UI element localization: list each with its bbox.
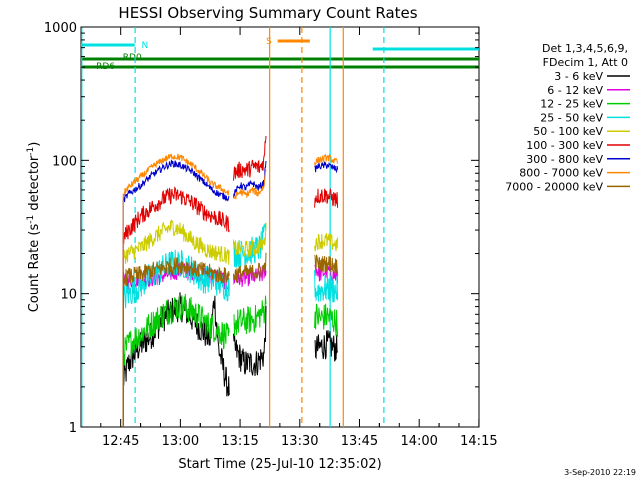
- y-tick-label-0: 1: [69, 421, 77, 436]
- series-line-7: [122, 153, 339, 200]
- legend-label-3: 25 - 50 keV: [540, 111, 603, 124]
- y-tick-label-2: 100: [52, 154, 77, 169]
- legend-header-1: FDecim 1, Att 0: [543, 56, 628, 69]
- series-line-8: [122, 252, 339, 287]
- legend-label-0: 3 - 6 keV: [554, 70, 603, 83]
- series-lines: [122, 135, 339, 427]
- y-axis-label: Count Rate (s-1 detector-1): [26, 142, 42, 313]
- plot-frame: [80, 26, 480, 428]
- y-axis-label-mid: detector: [27, 155, 42, 215]
- y-axis-label-sup2: -1: [26, 147, 36, 156]
- flag-label-2: RD0: [123, 53, 142, 63]
- x-axis-label: Start Time (25-Jul-10 12:35:02): [178, 457, 381, 472]
- y-tick-label-3: 1000: [44, 21, 77, 36]
- y-tick-label-1: 10: [60, 288, 77, 303]
- x-tick-label-3: 13:30: [281, 434, 318, 449]
- axes: 12:45 13:00 13:15 13:30 13:45 14:00 14:15 1 10 10…: [44, 21, 498, 449]
- legend-label-4: 50 - 100 keV: [533, 125, 603, 138]
- legend-label-7: 800 - 7000 keV: [519, 167, 603, 180]
- series-line-0: [122, 292, 339, 397]
- legend-label-1: 6 - 12 keV: [547, 84, 603, 97]
- x-tick-label-0: 12:45: [102, 434, 139, 449]
- legend-label-2: 12 - 25 keV: [540, 98, 603, 111]
- legend-label-5: 100 - 300 keV: [526, 139, 603, 152]
- y-axis-label-main: Count Rate (s: [27, 224, 42, 313]
- y-axis-label-end: ): [27, 142, 42, 147]
- x-tick-label-4: 13:45: [341, 434, 378, 449]
- x-tick-label-1: 13:00: [162, 434, 199, 449]
- footer-timestamp: 3-Sep-2010 22:19: [564, 468, 636, 477]
- flag-label-rd6: RD6: [96, 62, 115, 72]
- legend-label-8: 7000 - 20000 keV: [505, 180, 603, 193]
- series-line-5: [122, 135, 339, 244]
- legend-header-0: Det 1,3,4,5,6,9,: [542, 42, 628, 55]
- legend-label-6: 300 - 800 keV: [526, 153, 603, 166]
- y-axis-label-sup1: -1: [26, 215, 36, 224]
- series-line-4: [122, 219, 339, 265]
- chart-title: HESSI Observing Summary Count Rates: [118, 4, 417, 22]
- x-tick-label-6: 14:15: [460, 434, 497, 449]
- series-line-6: [122, 159, 339, 203]
- legend: Det 1,3,4,5,6,9,FDecim 1, Att 03 - 6 keV…: [505, 42, 630, 193]
- series-line-2: [122, 293, 339, 366]
- x-tick-label-5: 14:00: [400, 434, 437, 449]
- x-tick-label-2: 13:15: [221, 434, 258, 449]
- flag-label-0: N: [141, 41, 148, 51]
